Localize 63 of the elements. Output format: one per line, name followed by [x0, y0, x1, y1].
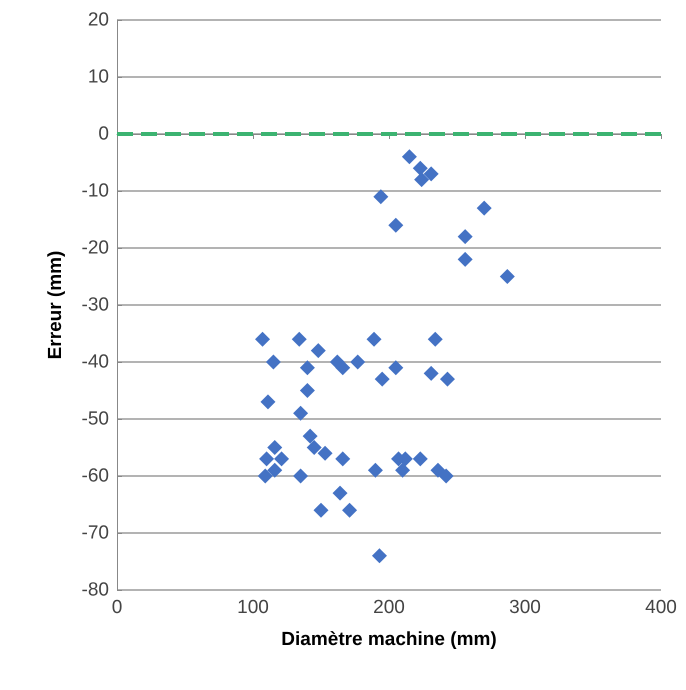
point: [318, 446, 333, 461]
point: [302, 428, 318, 444]
x-tick-label: 0: [112, 597, 122, 618]
x-tick-label: 100: [237, 597, 269, 618]
y-axis-title: Erreur (mm): [45, 250, 66, 360]
point: [388, 360, 404, 376]
point: [388, 218, 404, 233]
point: [267, 440, 282, 455]
y-tick-label: 0: [98, 124, 109, 144]
point: [372, 548, 387, 564]
x-tick-label: 200: [373, 597, 405, 618]
point: [300, 360, 315, 376]
point: [255, 332, 270, 347]
point: [293, 468, 308, 484]
point: [332, 486, 348, 501]
point: [293, 406, 308, 421]
y-tick-label: -30: [82, 294, 109, 316]
point: [368, 462, 383, 478]
point: [274, 451, 290, 466]
point: [267, 462, 282, 478]
point: [438, 468, 454, 484]
point: [412, 160, 428, 176]
y-tick-label: -20: [82, 238, 109, 258]
point: [335, 451, 350, 466]
point: [260, 394, 276, 410]
point: [412, 451, 428, 466]
point: [430, 462, 446, 478]
point: [395, 462, 410, 478]
point: [440, 372, 455, 387]
point: [402, 149, 417, 164]
y-tick-label: -40: [82, 352, 109, 372]
x-axis-title: Diamètre machine (mm): [281, 629, 497, 650]
point: [310, 343, 326, 358]
point: [314, 502, 328, 518]
point: [424, 366, 439, 381]
point: [366, 332, 382, 347]
point: [458, 252, 473, 267]
point: [414, 172, 430, 188]
point: [300, 383, 315, 398]
point: [373, 189, 388, 204]
point: [292, 332, 307, 347]
y-tick-label: 20: [88, 10, 109, 30]
y-tick-label: -10: [82, 180, 109, 202]
y-tick-label: 10: [88, 66, 109, 88]
point: [424, 166, 439, 182]
point: [428, 332, 443, 347]
point: [342, 502, 358, 518]
x-tick-label: 400: [645, 597, 677, 618]
point: [476, 200, 492, 216]
point: [258, 468, 273, 484]
y-tick-label: -80: [82, 580, 109, 600]
y-tick-label: -60: [82, 466, 109, 486]
point: [458, 229, 473, 244]
point: [335, 360, 350, 376]
x-tick-label: 300: [509, 597, 541, 618]
point: [500, 269, 515, 284]
point: [266, 354, 281, 370]
point: [350, 354, 366, 370]
point: [306, 440, 322, 455]
y-tick-label: -70: [82, 522, 109, 544]
point: [374, 372, 390, 387]
point: [259, 451, 274, 466]
y-tick-label: -50: [82, 408, 109, 430]
